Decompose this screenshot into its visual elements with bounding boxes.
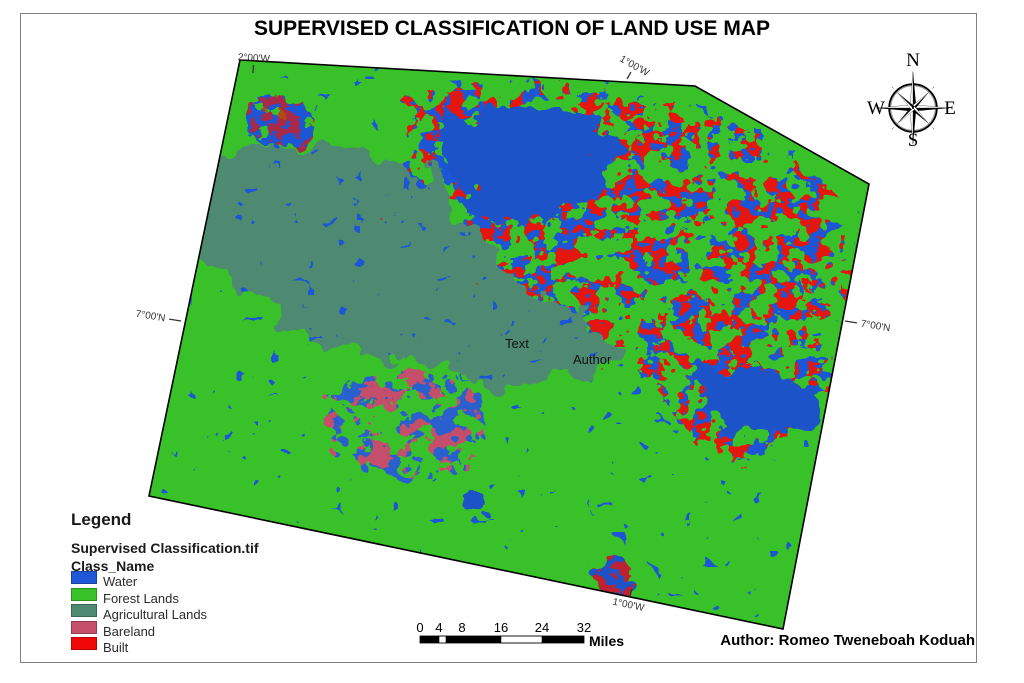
- svg-text:N: N: [906, 50, 920, 71]
- svg-text:S: S: [908, 130, 919, 151]
- svg-text:E: E: [944, 98, 956, 119]
- svg-text:Text: Text: [505, 336, 529, 351]
- svg-text:8: 8: [458, 620, 465, 635]
- svg-text:0: 0: [416, 620, 423, 635]
- svg-text:4: 4: [435, 620, 442, 635]
- svg-text:W: W: [867, 98, 885, 119]
- svg-text:2°00'W: 2°00'W: [238, 52, 271, 65]
- svg-text:7°00'N: 7°00'N: [860, 319, 891, 335]
- svg-text:24: 24: [535, 620, 549, 635]
- svg-text:Author: Romeo Tweneboah Koduah: Author: Romeo Tweneboah Koduah: [720, 632, 975, 649]
- svg-text:1°00'W: 1°00'W: [617, 54, 651, 80]
- svg-text:Miles: Miles: [589, 633, 624, 649]
- svg-text:16: 16: [494, 620, 508, 635]
- svg-text:7°00'N: 7°00'N: [135, 309, 166, 325]
- svg-text:Author: Author: [573, 352, 612, 367]
